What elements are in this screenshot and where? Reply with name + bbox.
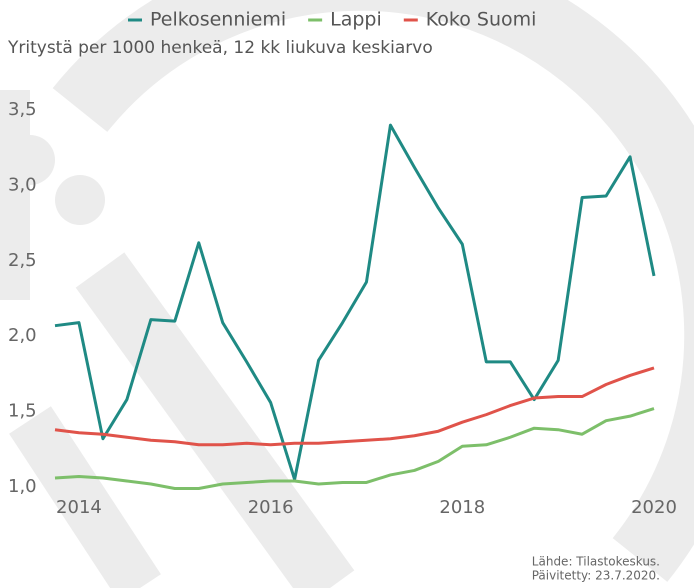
legend-label: Pelkosenniemi <box>150 9 286 31</box>
y-tick-label: 3,5 <box>8 99 37 120</box>
x-tick-label: 2020 <box>631 497 677 518</box>
x-tick-label: 2016 <box>248 497 294 518</box>
subtitle: Yritystä per 1000 henkeä, 12 kk liukuva … <box>7 38 433 58</box>
line <box>54 123 656 481</box>
y-tick-label: 1,5 <box>8 401 37 422</box>
source: Päivitetty: 23.7.2020. <box>532 569 660 583</box>
y-tick-label: 1,0 <box>8 476 37 497</box>
legend-label: Lappi <box>330 9 382 31</box>
x-tick-label: 2014 <box>56 497 102 518</box>
legend-label: Koko Suomi <box>426 9 537 31</box>
y-tick-label: 2,0 <box>8 325 37 346</box>
line <box>54 366 655 447</box>
x-tick-label: 2018 <box>439 497 485 518</box>
source: Lähde: Tilastokeskus. <box>532 555 660 569</box>
line <box>54 407 655 491</box>
y-tick-label: 3,0 <box>8 174 37 195</box>
y-tick-label: 2,5 <box>8 250 37 271</box>
